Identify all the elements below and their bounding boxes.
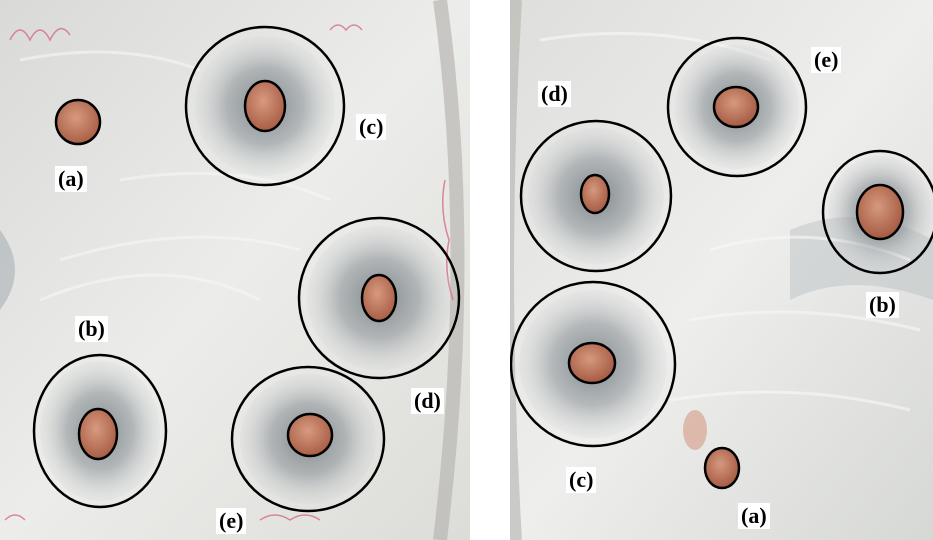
left-plate-photo — [0, 0, 470, 540]
inhibition-zone-b — [32, 353, 168, 509]
plate-shadow — [0, 230, 15, 310]
colony-smear — [683, 410, 707, 450]
inhibition-zone-c — [184, 25, 346, 187]
right-label-e: (e) — [811, 47, 842, 73]
right-plate-photo — [510, 0, 933, 540]
left-plate-panel: (a) (c) (b) (d) (e) — [0, 0, 470, 540]
left-label-a: (a) — [55, 166, 87, 192]
left-label-d: (d) — [411, 388, 444, 414]
agar-streaks — [19, 50, 331, 302]
right-plate-panel: (e) (d) (b) (c) (a) — [510, 0, 933, 540]
inhibition-zone-d — [519, 119, 673, 273]
right-label-c: (c) — [566, 467, 597, 493]
inhibition-zone-d — [297, 216, 461, 380]
left-label-b: (b) — [75, 316, 108, 342]
right-label-d: (d) — [538, 81, 571, 107]
colony-a — [703, 446, 741, 490]
left-label-e: (e) — [216, 508, 247, 534]
right-label-b: (b) — [866, 292, 899, 318]
colony-a — [54, 98, 102, 146]
plate-rim — [433, 0, 465, 540]
plate-rim — [510, 0, 522, 540]
left-label-c: (c) — [356, 114, 387, 140]
inhibition-zone-c — [510, 280, 677, 448]
right-label-a: (a) — [738, 503, 770, 529]
inhibition-zone-e — [666, 36, 808, 178]
inhibition-zone-e — [230, 365, 386, 513]
inhibition-zone-b — [821, 149, 933, 275]
